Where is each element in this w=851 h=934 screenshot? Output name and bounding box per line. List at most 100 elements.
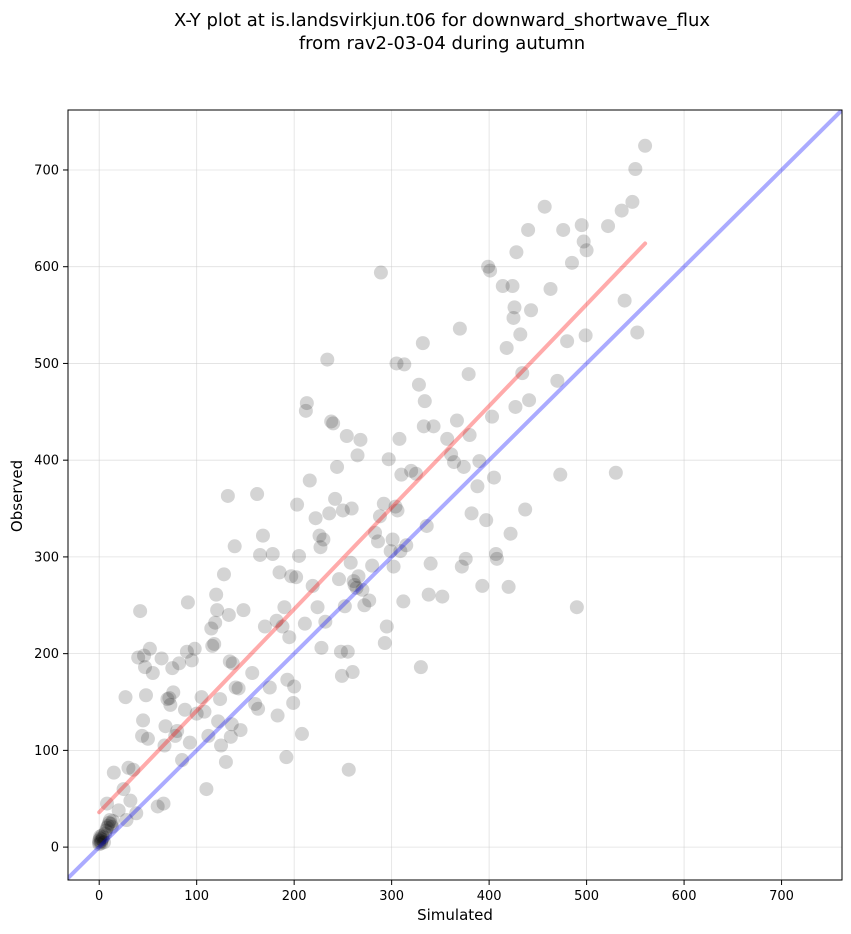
scatter-point [415, 336, 430, 351]
scatter-point [133, 604, 148, 619]
scatter-point [255, 528, 270, 543]
scatter-point [272, 565, 287, 580]
scatter-point [131, 650, 146, 665]
scatter-point [163, 697, 178, 712]
scatter-point [394, 467, 409, 482]
scatter-point [137, 648, 152, 663]
y-axis-label: Observed [8, 460, 26, 532]
scatter-point [349, 580, 364, 595]
scatter-point [579, 243, 594, 258]
scatter-point [248, 696, 263, 711]
scatter-point [150, 799, 165, 814]
scatter-point [279, 750, 294, 765]
scatter-point [204, 621, 219, 636]
scatter-point [207, 636, 222, 651]
y-tick-label: 200 [34, 647, 59, 662]
scatter-point [277, 600, 292, 615]
scatter-point [423, 556, 438, 571]
scatter-point [129, 806, 144, 821]
x-tick-label: 100 [184, 889, 209, 904]
scatter-point [383, 544, 398, 559]
scatter-point [550, 373, 565, 388]
scatter-point [205, 638, 220, 653]
scatter-point [105, 813, 120, 828]
scatter-point [435, 589, 450, 604]
scatter-point [290, 497, 305, 512]
scatter-point [444, 447, 459, 462]
axis-ticks: 0 100 200 300 400 500 600 700 0 100 200 300 400 500 60… [34, 163, 794, 904]
scatter-point [522, 393, 537, 408]
scatter-point [145, 665, 160, 680]
scatter-point [377, 636, 392, 651]
scatter-point [118, 690, 133, 705]
scatter-point [347, 577, 362, 592]
scatter-point [197, 704, 212, 719]
scatter-point [199, 782, 214, 797]
scatter-point [292, 548, 307, 563]
scatter-point [284, 569, 299, 584]
scatter-point [537, 199, 552, 214]
scatter-point [505, 279, 520, 294]
scatter-point [426, 419, 441, 434]
scatter-point [345, 665, 360, 680]
scatter-point [524, 303, 539, 318]
scatter-point [165, 661, 180, 676]
scatter-point [628, 162, 643, 177]
scatter-point [353, 432, 368, 447]
scatter-point [95, 828, 110, 843]
scatter-point [158, 719, 173, 734]
scatter-point [92, 837, 107, 852]
y-tick-label: 500 [34, 357, 59, 372]
scatter-point [503, 526, 518, 541]
scatter-point [136, 713, 151, 728]
scatter-point [302, 473, 317, 488]
x-tick-label: 500 [574, 889, 599, 904]
scatter-point [233, 723, 248, 738]
scatter-point [94, 836, 109, 851]
scatter-point [175, 753, 190, 768]
scatter-point [419, 518, 434, 533]
scatter-point [99, 796, 114, 811]
scatter-point [313, 540, 328, 555]
scatter-point [458, 551, 473, 566]
scatter-point [251, 701, 266, 716]
scatter-point [326, 416, 341, 431]
scatter-point [101, 815, 116, 830]
x-tick-label: 300 [379, 889, 404, 904]
scatter-point [417, 394, 432, 409]
scatter-point [485, 409, 500, 424]
scatter-point [355, 582, 370, 597]
scatter-point [223, 729, 238, 744]
scatter-point [330, 459, 345, 474]
scatter-point [507, 300, 522, 315]
scatter-point [179, 644, 194, 659]
scatter-point [373, 265, 388, 280]
scatter-point [121, 760, 136, 775]
y-tick-label: 0 [51, 841, 59, 856]
scatter-point [312, 528, 327, 543]
scatter-point [413, 660, 428, 675]
scatter-point [111, 803, 126, 818]
scatter-point [282, 630, 297, 645]
scatter-point [95, 832, 110, 847]
scatter-point [362, 593, 377, 608]
scatter-point [213, 692, 228, 707]
plot-area [67, 109, 843, 881]
scatter-point [119, 813, 134, 828]
scatter-point [316, 532, 331, 547]
scatter-point [98, 826, 113, 841]
scatter-point [216, 567, 231, 582]
scatter-point [385, 532, 400, 547]
scatter-point [328, 491, 343, 506]
scatter-points [92, 138, 653, 852]
scatter-point [381, 452, 396, 467]
scatter-point [601, 219, 616, 234]
scatter-point [308, 511, 323, 526]
scatter-point [340, 644, 355, 659]
scatter-point [470, 479, 485, 494]
scatter-point [404, 463, 419, 478]
x-tick-label: 600 [672, 889, 697, 904]
scatter-point [222, 654, 237, 669]
scatter-point [170, 724, 185, 739]
scatter-point [94, 834, 109, 849]
